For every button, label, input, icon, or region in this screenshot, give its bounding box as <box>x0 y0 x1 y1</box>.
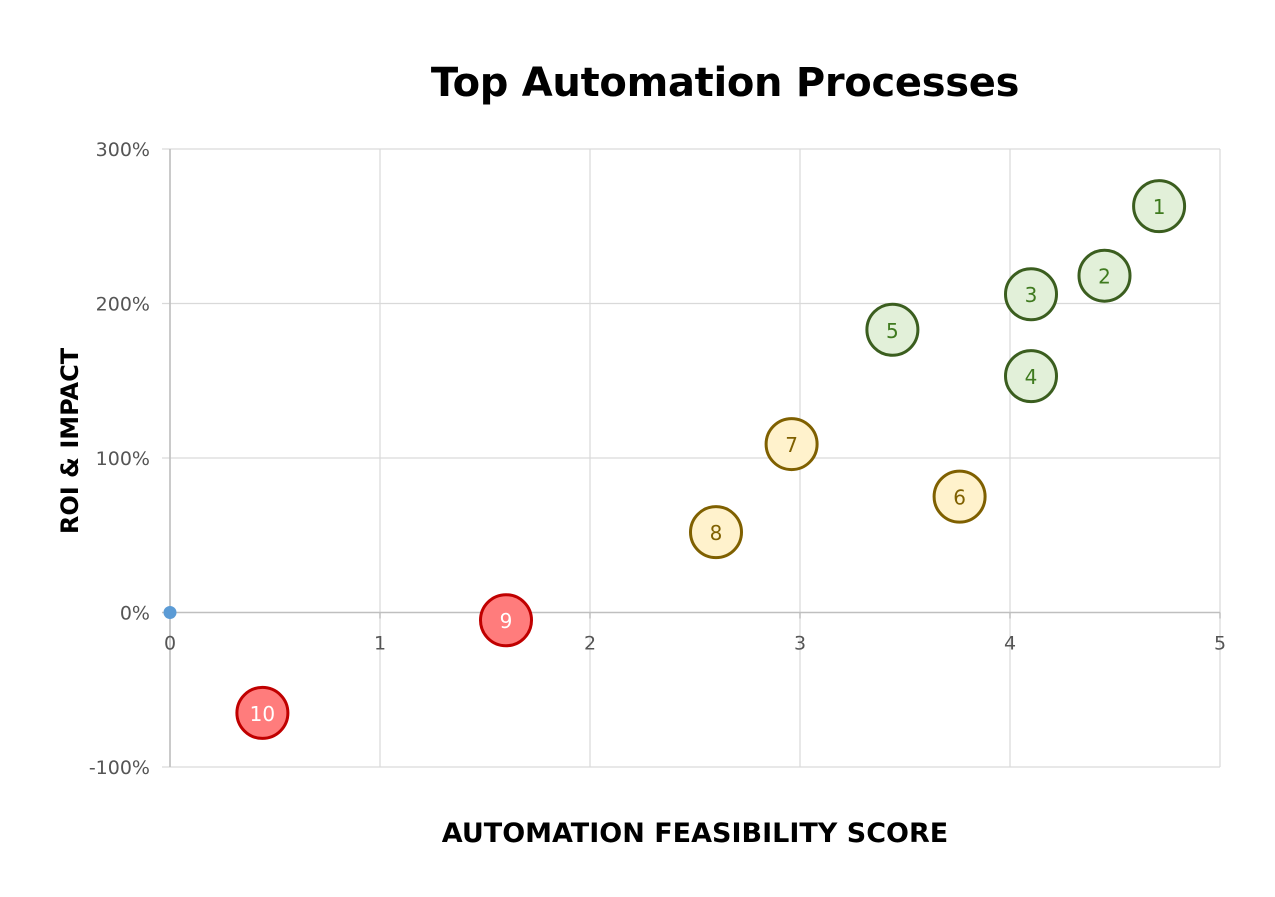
y-tick-label: 300% <box>96 139 150 161</box>
x-tick-label: 3 <box>794 633 806 655</box>
data-point <box>689 505 743 560</box>
data-point-label: 1 <box>1153 195 1166 219</box>
x-tick-label: 4 <box>1004 633 1016 655</box>
chart-title: Top Automation Processes <box>430 60 1020 106</box>
x-tick-label: 1 <box>374 633 386 655</box>
data-point-label: 6 <box>953 486 966 510</box>
data-point-label: 4 <box>1025 365 1038 389</box>
data-point <box>235 685 290 740</box>
origin-point <box>163 606 177 619</box>
data-point <box>479 593 533 648</box>
data-point-label: 9 <box>500 609 513 633</box>
data-point <box>865 302 920 357</box>
data-point-label: 3 <box>1025 283 1038 307</box>
data-point <box>1077 248 1132 303</box>
data-point <box>1132 179 1187 234</box>
data-point-label: 7 <box>785 433 798 457</box>
y-tick-label: 100% <box>96 448 150 470</box>
x-tick-label: 2 <box>584 633 596 655</box>
x-tick-label: 0 <box>164 633 176 655</box>
data-point-label: 10 <box>250 702 275 726</box>
data-point-label: 8 <box>710 521 723 545</box>
data-point <box>932 469 987 524</box>
x-axis-title: AUTOMATION FEASIBILITY SCORE <box>441 818 949 849</box>
data-point <box>1004 267 1058 322</box>
data-point-label: 2 <box>1098 265 1111 289</box>
y-tick-label: 0% <box>120 603 150 625</box>
y-tick-label: 200% <box>96 294 150 316</box>
data-point <box>764 417 819 472</box>
data-point <box>1004 349 1058 404</box>
y-tick-label: -100% <box>89 757 150 779</box>
x-tick-label: 5 <box>1214 633 1226 655</box>
data-point-label: 5 <box>886 319 899 343</box>
